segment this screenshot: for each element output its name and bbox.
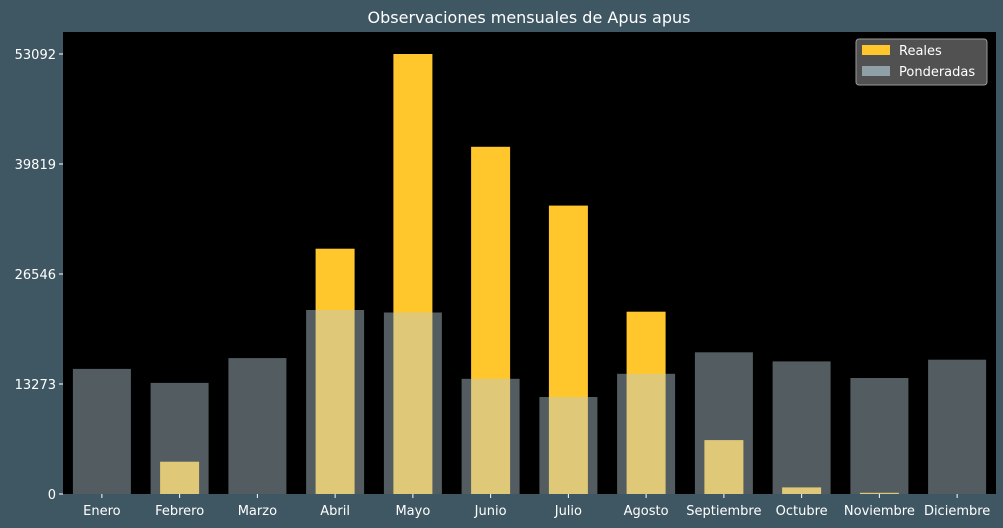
- x-tick-label-julio: Julio: [554, 504, 582, 519]
- bar-ponderadas-junio: [461, 378, 520, 494]
- bar-reales-julio: [548, 205, 588, 494]
- bars-layer: [72, 54, 987, 495]
- bar-reales-noviembre: [859, 492, 899, 494]
- x-tick-label-enero: Enero: [83, 504, 121, 519]
- bar-ponderadas-abril: [306, 310, 365, 494]
- legend-label-reales: Reales: [899, 44, 942, 59]
- bar-ponderadas-mayo: [383, 312, 442, 494]
- bar-reales-febrero: [160, 461, 200, 494]
- x-tick-label-noviembre: Noviembre: [844, 504, 915, 519]
- bar-ponderadas-julio: [539, 397, 598, 494]
- bar-ponderadas-marzo: [228, 358, 287, 494]
- bar-ponderadas-septiembre: [694, 352, 753, 494]
- bar-ponderadas-octubre: [772, 361, 831, 494]
- x-tick-label-octubre: Octubre: [776, 504, 828, 519]
- axes-layer: 0 13273 26546 39819 53092 Enero Febrero Marzo Ab…: [15, 48, 991, 519]
- x-tick-label-febrero: Febrero: [155, 504, 204, 519]
- y-tick-label: 13273: [15, 378, 56, 393]
- bar-ponderadas-noviembre: [850, 378, 909, 494]
- y-tick-label: 39819: [15, 158, 56, 173]
- bar-ponderadas-diciembre: [928, 359, 987, 494]
- y-tick-label: 26546: [15, 268, 56, 283]
- x-tick-label-junio: Junio: [474, 504, 507, 519]
- bar-ponderadas-febrero: [150, 382, 209, 494]
- x-tick-label-marzo: Marzo: [238, 504, 277, 519]
- legend: Reales Ponderadas: [855, 38, 988, 86]
- bar-reales-mayo: [393, 54, 433, 494]
- bar-ponderadas-enero: [72, 368, 131, 494]
- bar-ponderadas-agosto: [617, 373, 676, 494]
- plot-area: [63, 32, 996, 494]
- bar-reales-agosto: [626, 311, 666, 494]
- y-tick-label: 53092: [15, 48, 56, 63]
- x-tick-label-agosto: Agosto: [624, 504, 669, 519]
- x-tick-label-septiembre: Septiembre: [686, 504, 761, 519]
- bar-reales-junio: [471, 146, 511, 495]
- bar-reales-septiembre: [704, 440, 744, 494]
- x-tick-label-mayo: Mayo: [395, 504, 430, 519]
- bar-reales-abril: [315, 248, 355, 494]
- legend-swatch-ponderadas: [862, 66, 890, 76]
- bar-reales-octubre: [782, 487, 822, 494]
- legend-swatch-reales: [862, 45, 890, 55]
- x-tick-label-abril: Abril: [320, 504, 350, 519]
- x-tick-label-diciembre: Diciembre: [924, 504, 990, 519]
- y-tick-label: 0: [48, 488, 56, 503]
- legend-label-ponderadas: Ponderadas: [899, 65, 975, 80]
- chart-title: Observaciones mensuales de Apus apus: [368, 8, 691, 27]
